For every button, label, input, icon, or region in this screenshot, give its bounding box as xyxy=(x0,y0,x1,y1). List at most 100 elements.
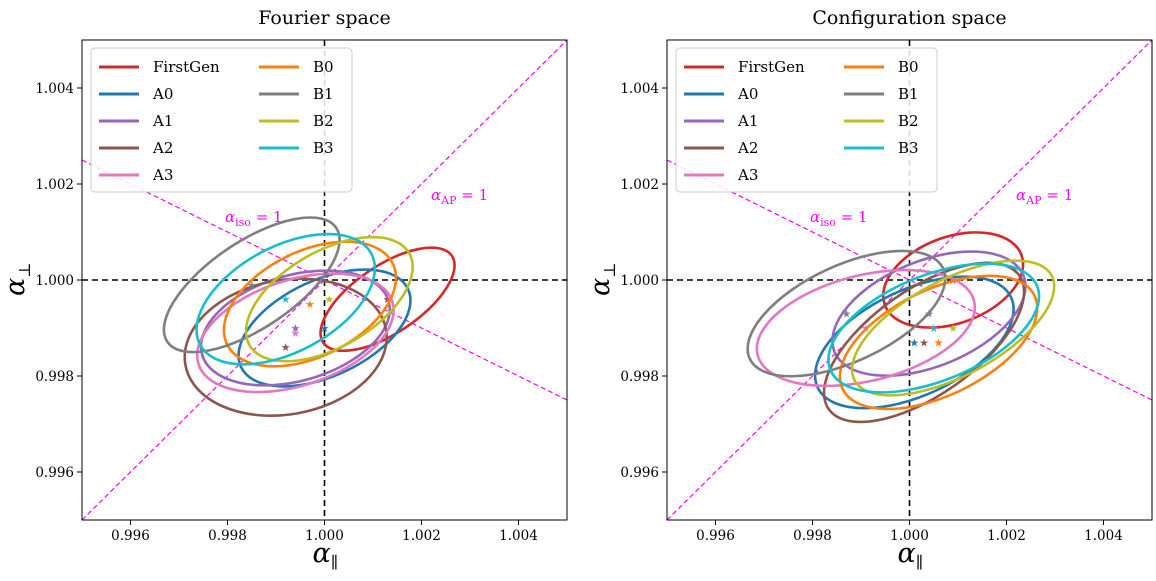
x-axis-alpha: α xyxy=(898,538,916,569)
contour-b3 xyxy=(195,232,377,366)
center-marker-a3: ★ xyxy=(290,327,300,340)
legend-label-firstgen: FirstGen xyxy=(738,58,805,76)
contour-b2 xyxy=(850,259,1056,397)
center-marker-a2: ★ xyxy=(919,336,929,349)
ap-rest: = 1 xyxy=(457,186,489,204)
contour-a2 xyxy=(822,261,1026,424)
center-marker-b2: ★ xyxy=(324,293,334,306)
iso-line xyxy=(667,159,1152,401)
iso-alpha: α xyxy=(810,208,820,226)
contour-a1 xyxy=(831,250,1027,377)
center-marker-b2: ★ xyxy=(948,322,958,335)
legend-label-a3: A3 xyxy=(152,166,173,184)
chart-title: Fourier space xyxy=(258,7,390,29)
y-tick-label: 1.000 xyxy=(35,273,74,289)
iso-annotation: αiso = 1 xyxy=(810,208,868,229)
x-tick-label: 1.004 xyxy=(499,528,538,544)
ap-sub: AP xyxy=(1025,194,1042,207)
center-marker-a0: ★ xyxy=(909,336,919,349)
iso-rest: = 1 xyxy=(836,208,868,226)
ap-annotation: αAP = 1 xyxy=(1016,186,1073,207)
x-tick-label: 1.000 xyxy=(305,528,344,544)
legend-box xyxy=(675,47,938,193)
plot-area: ★★★★★★★★★ xyxy=(82,40,567,520)
center-marker-b1: ★ xyxy=(842,308,852,321)
legend-label-b1: B1 xyxy=(898,85,919,103)
iso-line xyxy=(82,159,567,401)
center-marker-a2: ★ xyxy=(281,341,291,354)
legend-label-a3: A3 xyxy=(737,166,758,184)
legend: FirstGen A0 A1 A2 A3 B0 B1 B2 B3 xyxy=(675,47,938,193)
center-marker-a0: ★ xyxy=(320,322,330,335)
iso-annotation: αiso = 1 xyxy=(225,208,283,229)
legend-box xyxy=(90,47,353,193)
legend-label-a0: A0 xyxy=(737,85,758,103)
panel-configuration: Configuration space★★★★★★★★★αiso = 1αAP … xyxy=(585,7,1153,572)
ap-annotation: αAP = 1 xyxy=(431,186,488,207)
ap-rest: = 1 xyxy=(1042,186,1074,204)
legend-label-b0: B0 xyxy=(313,58,334,76)
center-marker-b1: ★ xyxy=(247,279,257,292)
legend-label-a0: A0 xyxy=(152,85,173,103)
ap-line xyxy=(82,40,567,520)
x-axis-label: α∥ xyxy=(313,538,339,572)
x-axis-alpha: α xyxy=(313,538,331,569)
x-tick-label: 0.996 xyxy=(696,528,735,544)
x-tick-label: 0.998 xyxy=(208,528,247,544)
x-tick-label: 0.996 xyxy=(111,528,150,544)
center-marker-b3: ★ xyxy=(281,293,291,306)
iso-sub: iso xyxy=(820,216,836,229)
ap-sub: AP xyxy=(440,194,457,207)
iso-sub: iso xyxy=(235,216,251,229)
center-marker-b3: ★ xyxy=(929,322,939,335)
contour-a3 xyxy=(755,268,977,388)
legend-label-a2: A2 xyxy=(737,139,758,157)
contour-a0 xyxy=(813,275,1015,410)
y-tick-label: 1.002 xyxy=(35,177,74,193)
contour-b2 xyxy=(244,235,414,363)
center-marker-a1: ★ xyxy=(290,322,300,335)
y-tick-label: 1.004 xyxy=(620,81,659,97)
x-tick-label: 0.998 xyxy=(793,528,832,544)
contour-firstgen xyxy=(319,246,456,353)
ap-alpha: α xyxy=(1016,186,1026,204)
legend-label-b3: B3 xyxy=(313,139,334,157)
legend-label-b3: B3 xyxy=(898,139,919,157)
center-marker-b0: ★ xyxy=(934,336,944,349)
contour-b1 xyxy=(162,216,341,354)
x-axis-label: α∥ xyxy=(898,538,924,572)
y-axis-sub: ⊥ xyxy=(15,263,34,278)
y-axis-label: α⊥ xyxy=(0,263,34,296)
y-tick-label: 0.998 xyxy=(35,369,74,385)
legend-label-b0: B0 xyxy=(898,58,919,76)
legend-label-a1: A1 xyxy=(737,112,758,130)
legend-label-firstgen: FirstGen xyxy=(153,58,220,76)
x-tick-label: 1.000 xyxy=(890,528,929,544)
y-axis-label: α⊥ xyxy=(585,263,619,296)
x-tick-label: 1.002 xyxy=(402,528,441,544)
x-tick-label: 1.002 xyxy=(987,528,1026,544)
plot-area: ★★★★★★★★★ xyxy=(667,40,1152,520)
x-axis-sub: ∥ xyxy=(916,553,923,572)
y-tick-label: 0.996 xyxy=(620,465,659,481)
y-tick-label: 0.998 xyxy=(620,369,659,385)
y-tick-label: 1.000 xyxy=(620,273,659,289)
legend-label-a2: A2 xyxy=(152,139,173,157)
center-marker-b0: ★ xyxy=(305,298,315,311)
y-tick-label: 1.004 xyxy=(35,81,74,97)
iso-rest: = 1 xyxy=(251,208,283,226)
iso-alpha: α xyxy=(225,208,235,226)
y-axis-sub: ⊥ xyxy=(600,263,619,278)
legend-label-a1: A1 xyxy=(152,112,173,130)
chart-title: Configuration space xyxy=(812,7,1006,29)
legend-label-b2: B2 xyxy=(898,112,919,130)
y-axis-alpha: α xyxy=(0,278,31,296)
legend: FirstGen A0 A1 A2 A3 B0 B1 B2 B3 xyxy=(90,47,353,193)
y-axis-alpha: α xyxy=(585,278,616,296)
contour-a3 xyxy=(195,272,395,394)
x-tick-label: 1.004 xyxy=(1084,528,1123,544)
legend-label-b2: B2 xyxy=(313,112,334,130)
legend-label-b1: B1 xyxy=(313,85,334,103)
